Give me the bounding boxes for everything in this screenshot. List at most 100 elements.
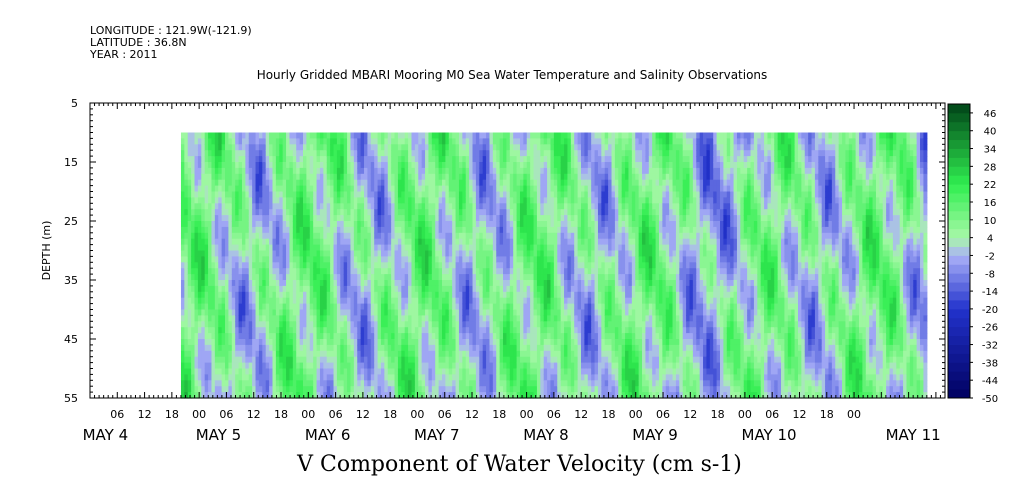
heatmap-cell [330,362,335,370]
heatmap-cell [309,244,314,252]
heatmap-cell [269,150,274,157]
heatmap-cell [326,162,331,169]
heatmap-cell [323,138,328,145]
heatmap-cell [303,162,307,169]
heatmap-cell [184,191,189,198]
heatmap-cell [279,268,284,275]
heatmap-cell [184,362,189,370]
heatmap-cell [180,215,185,222]
heatmap-cell [435,209,440,216]
heatmap-cell [211,386,216,393]
heatmap-cell [235,274,240,281]
heatmap-cell [286,215,291,222]
heatmap-cell [201,380,206,387]
heatmap-cell [197,185,202,193]
heatmap-cell [191,232,196,240]
heatmap-cell [194,392,199,399]
heatmap-cell [330,303,335,311]
heatmap-cell [252,215,257,222]
heatmap-cell [323,203,328,210]
heatmap-cell [211,362,216,370]
heatmap-cell [258,232,263,240]
heatmap-cell [326,138,331,145]
heatmap-cell [275,226,280,234]
heatmap-cell [231,392,236,399]
heatmap-cell [336,173,341,181]
heatmap-cell [208,250,213,257]
heatmap-cell [252,162,257,169]
heatmap-cell [180,333,185,340]
heatmap-cell [241,250,246,257]
heatmap-cell [299,309,304,316]
heatmap-cell [194,203,199,210]
heatmap-cell [319,162,324,169]
heatmap-cell [286,250,291,257]
heatmap-cell [214,268,219,275]
heatmap-cell [211,380,216,387]
heatmap-cell [214,297,219,305]
heatmap-cell [204,350,209,358]
heatmap-cell [231,132,236,139]
heatmap-cell [241,374,246,381]
heatmap-cell [286,221,291,228]
heatmap-cell [306,179,311,187]
heatmap-cell [238,297,243,305]
heatmap-cell [252,132,257,139]
heatmap-cell [309,138,314,145]
heatmap-cell [289,356,294,364]
heatmap-cell [225,392,230,399]
heatmap-cell [286,197,291,204]
heatmap-cell [333,167,338,175]
heatmap-cell [275,333,280,340]
heatmap-cell [245,167,250,175]
heatmap-cell [333,185,338,193]
heatmap-cell [194,285,199,293]
heatmap-cell [279,256,284,263]
heatmap-cell [306,256,311,263]
heatmap-cell [319,315,324,322]
heatmap-cell [225,291,230,299]
heatmap-cell [435,380,440,387]
heatmap-cell [306,197,311,204]
heatmap-cell [180,132,185,139]
heatmap-cell [245,215,250,222]
heatmap-cell [235,268,240,275]
heatmap-cell [275,303,280,311]
heatmap-cell [279,132,284,139]
heatmap-cell [313,144,318,151]
heatmap-cell [292,350,297,358]
heatmap-cell [275,256,280,263]
heatmap-cell [184,309,189,316]
heatmap-cell [252,291,257,299]
heatmap-cell [214,244,219,252]
heatmap-cell [306,368,311,375]
heatmap-cell [316,386,321,393]
heatmap-cell [225,309,230,316]
heatmap-cell [313,191,318,198]
heatmap-cell [336,274,341,281]
heatmap-cell [289,344,294,352]
heatmap-cell [235,250,240,257]
heatmap-cell [269,138,274,145]
heatmap-cell [252,167,257,175]
heatmap-cell [306,162,311,169]
heatmap-cell [194,144,199,151]
heatmap-cell [435,285,440,293]
heatmap-cell [265,144,270,151]
heatmap-cell [299,197,304,204]
heatmap-cell [262,221,267,228]
heatmap-cell [296,280,301,287]
heatmap-cell [292,262,297,269]
heatmap-cell [218,132,223,139]
heatmap-cell [201,350,206,358]
heatmap-cell [235,285,240,293]
heatmap-cell [435,167,440,175]
heatmap-cell [316,392,321,399]
heatmap-cell [282,392,287,399]
heatmap-cell [208,226,213,234]
heatmap-cell [248,232,253,240]
heatmap-cell [231,274,236,281]
heatmap-cell [269,173,274,181]
heatmap-cell [208,274,213,281]
heatmap-cell [191,309,196,316]
